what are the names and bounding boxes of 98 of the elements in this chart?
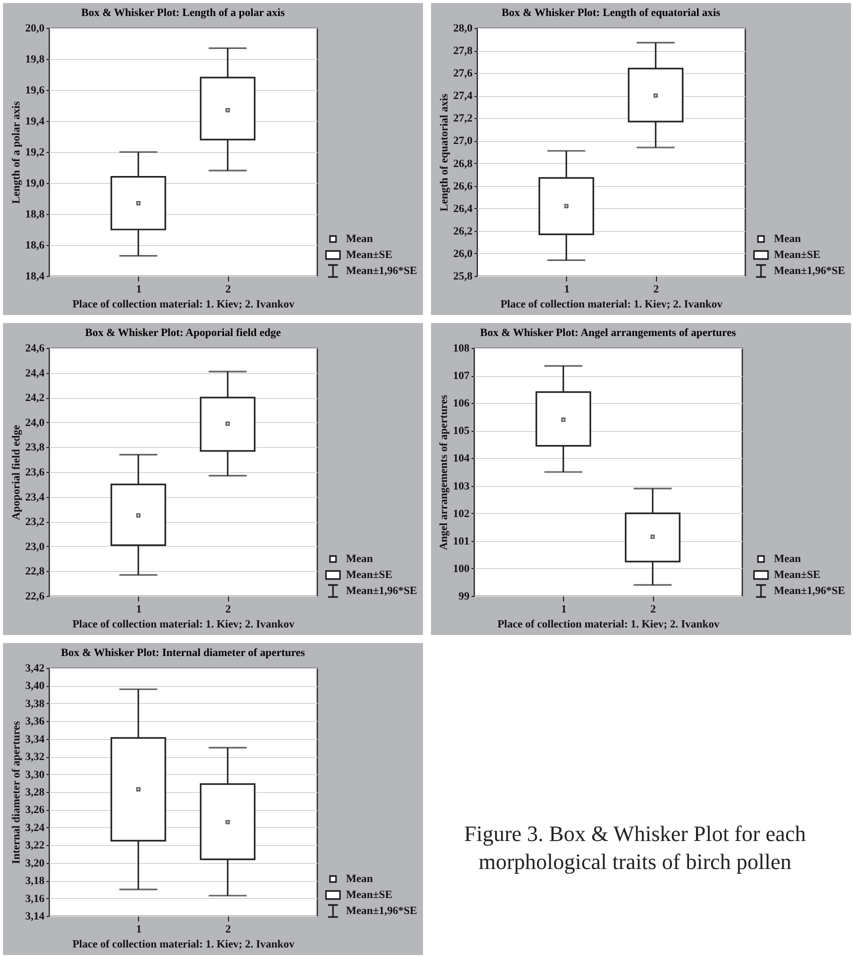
y-tick-label: 27,2 <box>453 112 473 125</box>
y-tick-label: 24,2 <box>25 392 45 404</box>
x-tick-label: 1 <box>136 924 142 936</box>
x-axis-title: Place of collection material: 1. Kiev; 2. Ivankov <box>72 618 296 630</box>
chart-title: Box & Whisker Plot: Angel arrangements of apertures <box>480 327 737 339</box>
y-tick-label: 103 <box>453 480 470 492</box>
y-tick-label: 22,6 <box>25 590 45 602</box>
text: Mean±SE <box>346 889 392 901</box>
text: Mean±1,96*SE <box>346 265 418 277</box>
y-tick-label: 106 <box>453 398 470 410</box>
text: Mean <box>346 873 373 885</box>
y-tick-label: 104 <box>453 452 470 465</box>
text: Mean±SE <box>774 249 820 261</box>
y-tick-label: 20,0 <box>25 22 45 34</box>
y-tick-label: 3,22 <box>25 840 45 852</box>
y-tick-label: 3,26 <box>25 804 45 816</box>
x-tick-label: 1 <box>136 284 142 296</box>
y-tick-label: 27,4 <box>453 90 473 102</box>
y-tick-label: 27,6 <box>453 68 473 80</box>
y-tick-label: 27,8 <box>453 45 473 58</box>
text: Mean <box>346 233 373 245</box>
y-tick-label: 105 <box>453 425 470 438</box>
y-tick-label: 23,6 <box>25 466 45 478</box>
y-tick-label: 18,6 <box>25 240 45 252</box>
y-tick-label: 25,8 <box>453 270 473 282</box>
y-tick-label: 3,20 <box>25 857 45 870</box>
y-tick-label: 23,0 <box>25 540 45 553</box>
y-tick-label: 107 <box>453 370 470 382</box>
text: Mean±1,96*SE <box>346 905 418 917</box>
x-axis-title: Place of collection material: 1. Kiev; 2. Ivankov <box>497 618 720 630</box>
text: Mean±SE <box>774 569 820 581</box>
y-tick-label: 3,40 <box>25 680 45 692</box>
y-tick-label: 23,4 <box>25 491 45 504</box>
y-tick-label: 19,2 <box>25 146 45 158</box>
y-tick-label: 26,6 <box>453 180 473 192</box>
x-tick-label: 2 <box>650 604 656 616</box>
y-tick-label: 23,2 <box>25 516 45 528</box>
y-tick-label: 3,42 <box>25 662 45 674</box>
x-tick-label: 1 <box>564 284 570 296</box>
x-axis-title: Place of collection material: 1. Kiev; 2. Ivankov <box>72 298 296 310</box>
y-tick-label: 3,28 <box>25 786 45 798</box>
y-tick-label: 26,4 <box>453 202 473 215</box>
y-tick-label: 3,38 <box>25 698 45 710</box>
y-tick-label: 18,4 <box>25 270 45 282</box>
y-axis-title: Length of equatorial axis <box>438 92 450 212</box>
chart-title: Box & Whisker Plot: Apoporial field edge <box>85 327 281 339</box>
x-tick-label: 2 <box>653 284 660 296</box>
y-tick-label: 26,8 <box>453 158 473 170</box>
y-tick-label: 3,24 <box>25 822 45 834</box>
y-tick-label: 3,18 <box>25 875 45 888</box>
text: Mean±SE <box>346 249 392 261</box>
x-tick-label: 1 <box>561 604 567 616</box>
y-tick-label: 19,8 <box>25 54 45 66</box>
y-tick-label: 26,0 <box>453 248 473 260</box>
y-tick-label: 3,36 <box>25 716 45 728</box>
text: Mean±1,96*SE <box>346 585 418 597</box>
y-tick-label: 22,8 <box>25 566 45 578</box>
y-tick-label: 24,6 <box>25 342 45 354</box>
chart-title: Box & Whisker Plot: Length of equatorial axis <box>502 7 722 19</box>
y-tick-label: 3,32 <box>25 751 45 764</box>
caption: Figure 3. Box & Whisker Plot for each morphological traits of birch pollen <box>463 820 807 875</box>
y-tick-label: 100 <box>453 562 470 575</box>
x-tick-label: 2 <box>225 604 232 616</box>
x-axis-title: Place of collection material: 1. Kiev; 2. Ivankov <box>500 298 724 310</box>
y-tick-label: 3,16 <box>25 892 45 905</box>
text: Mean <box>774 553 801 565</box>
text: Mean±1,96*SE <box>774 265 846 277</box>
y-axis-title: Angel arrangements of apertures <box>438 394 450 550</box>
text: Mean <box>774 233 801 245</box>
chart-title: Box & Whisker Plot: Length of a polar axis <box>81 7 286 19</box>
y-tick-label: 19,4 <box>25 116 45 128</box>
y-tick-label: 3,14 <box>25 910 45 922</box>
y-tick-label: 102 <box>453 508 470 520</box>
y-tick-label: 24,0 <box>25 416 45 429</box>
y-axis-title: Length of a polar axis <box>10 100 22 204</box>
y-tick-label: 108 <box>453 342 470 354</box>
x-tick-label: 1 <box>136 604 142 616</box>
y-tick-label: 3,34 <box>25 733 45 746</box>
text: Mean±1,96*SE <box>774 585 846 597</box>
y-tick-label: 18,8 <box>25 208 45 220</box>
y-tick-label: 24,4 <box>25 367 45 380</box>
y-tick-label: 26,2 <box>453 225 473 238</box>
y-tick-label: 23,8 <box>25 442 45 454</box>
y-tick-label: 28,0 <box>453 22 473 34</box>
y-tick-label: 3,30 <box>25 768 45 781</box>
text: Mean <box>346 553 373 565</box>
y-axis-title: Apoporial field edge <box>10 424 22 520</box>
y-tick-label: 19,6 <box>25 84 45 96</box>
y-tick-label: 101 <box>453 535 470 548</box>
chart-title: Box & Whisker Plot: Internal diameter of apertures <box>61 647 306 659</box>
text: Mean±SE <box>346 569 392 581</box>
y-tick-label: 19,0 <box>25 178 45 190</box>
x-tick-label: 2 <box>225 924 232 936</box>
x-axis-title: Place of collection material: 1. Kiev; 2. Ivankov <box>72 938 296 950</box>
y-axis-title: Internal diameter of apertures <box>10 720 22 864</box>
y-tick-label: 99 <box>458 590 470 602</box>
y-tick-label: 27,0 <box>453 135 473 148</box>
x-tick-label: 2 <box>225 284 232 296</box>
